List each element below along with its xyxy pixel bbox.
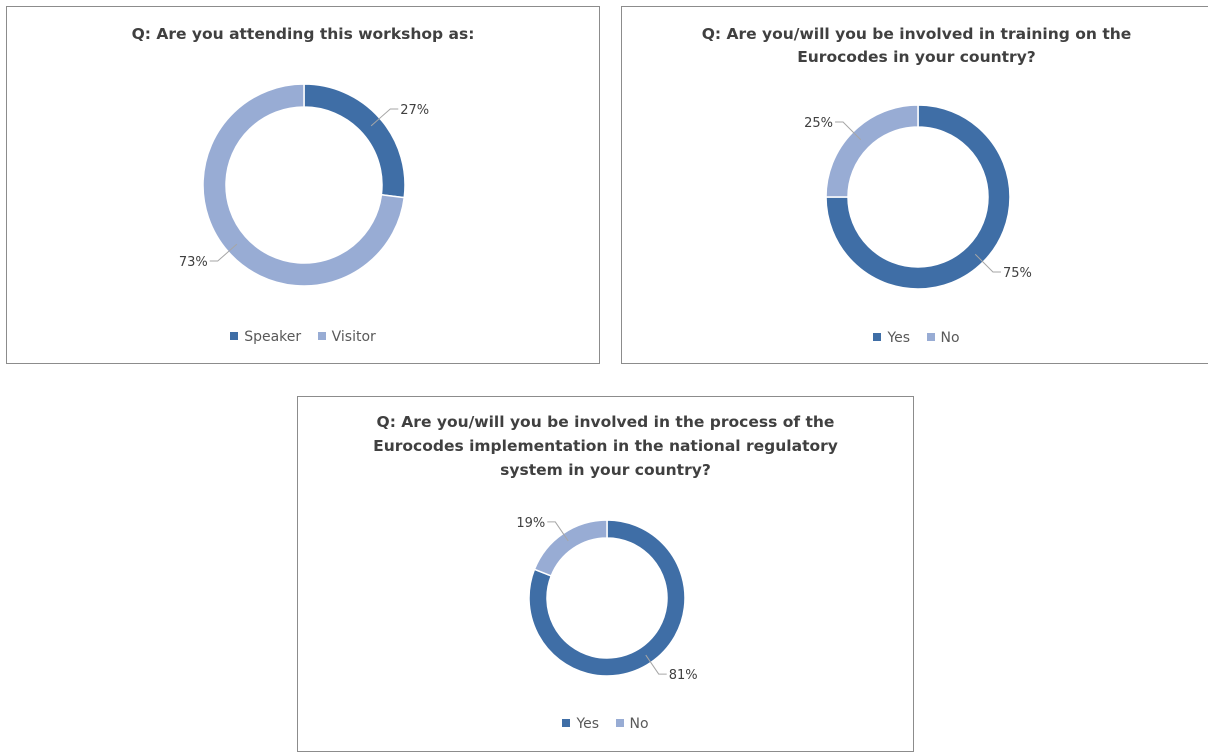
- leader-line: [835, 121, 862, 141]
- donut-slice-no: [533, 519, 608, 577]
- chart-panel-attendance: Q: Are you attending this workshop as: 2…: [6, 6, 600, 364]
- legend-item-no: No: [926, 330, 960, 346]
- legend-swatch: [615, 719, 624, 727]
- data-label: 19%: [516, 516, 545, 531]
- legend-swatch: [562, 719, 571, 727]
- chart-legend: Speaker Visitor: [7, 329, 599, 345]
- legend-label: No: [629, 716, 649, 732]
- legend-item-speaker: Speaker: [230, 329, 301, 345]
- legend-swatch: [230, 332, 239, 340]
- leader-line: [645, 654, 667, 675]
- chart-title: Q: Are you attending this workshop as:: [7, 23, 599, 46]
- legend-item-visitor: Visitor: [317, 329, 376, 345]
- legend-label: Yes: [576, 716, 600, 732]
- legend-item-yes: Yes: [873, 330, 910, 346]
- chart-title-line: Q: Are you/will you be involved in train…: [701, 25, 1132, 43]
- chart-title: Q: Are you/will you be involved in train…: [622, 23, 1208, 69]
- data-label: 73%: [179, 255, 208, 270]
- data-label: 75%: [1003, 266, 1032, 281]
- chart-panel-implementation: Q: Are you/will you be involved in the p…: [297, 396, 914, 752]
- donut-chart: 27% 73%: [179, 83, 429, 287]
- legend-swatch: [926, 333, 935, 341]
- legend-swatch: [317, 332, 326, 340]
- donut-slice-yes: [825, 104, 1011, 290]
- donut-slice-visitor: [202, 83, 406, 287]
- leader-line: [974, 253, 1001, 273]
- data-label: 81%: [669, 668, 698, 683]
- chart-legend: Yes No: [298, 716, 913, 732]
- chart-title-line: Eurocodes in your country?: [797, 48, 1036, 66]
- donut-chart: 81% 19%: [516, 516, 698, 683]
- donut-slice-no: [825, 104, 919, 198]
- legend-label: No: [940, 330, 960, 346]
- donut-chart: 75% 25%: [804, 104, 1032, 290]
- donut-slice-speaker: [303, 83, 406, 199]
- chart-title-line: Q: Are you attending this workshop as:: [131, 25, 475, 43]
- legend-item-yes: Yes: [562, 716, 599, 732]
- legend-label: Speaker: [244, 329, 302, 345]
- legend-label: Visitor: [331, 329, 376, 345]
- chart-title-line: system in your country?: [500, 461, 711, 479]
- leader-line: [370, 108, 399, 127]
- leader-line: [547, 521, 569, 542]
- leader-line: [209, 243, 238, 262]
- data-label: 25%: [804, 116, 833, 131]
- legend-label: Yes: [887, 330, 911, 346]
- chart-title: Q: Are you/will you be involved in the p…: [298, 410, 913, 482]
- chart-title-line: Q: Are you/will you be involved in the p…: [376, 413, 835, 431]
- chart-legend: Yes No: [622, 330, 1208, 346]
- data-label: 27%: [400, 103, 429, 118]
- legend-swatch: [873, 333, 882, 341]
- chart-panel-training: Q: Are you/will you be involved in train…: [621, 6, 1208, 364]
- legend-item-no: No: [615, 716, 649, 732]
- donut-slice-yes: [528, 519, 686, 677]
- chart-title-line: Eurocodes implementation in the national…: [373, 437, 838, 455]
